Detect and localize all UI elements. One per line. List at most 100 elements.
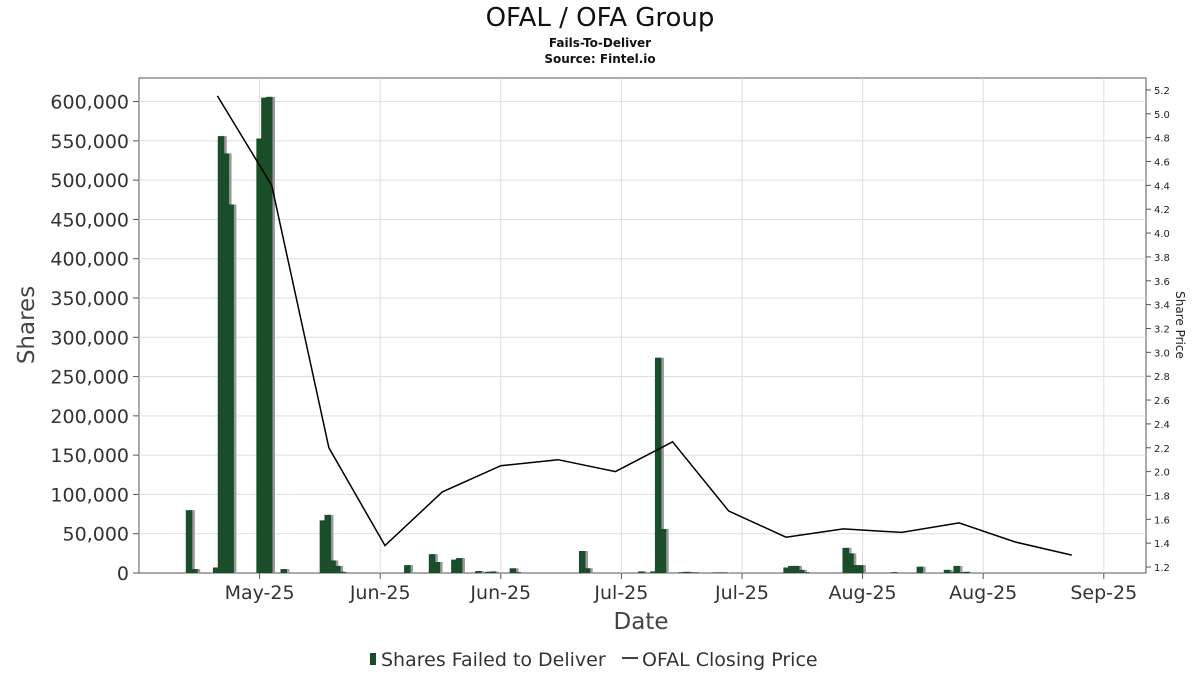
bar [484,571,492,573]
legend-line-label: OFAL Closing Price [642,649,818,671]
bar [788,565,795,573]
bar [433,562,441,573]
y-tick-label: 500,000 [50,170,129,192]
x-tick-label: Aug-25 [949,582,1017,604]
bar [217,136,225,573]
y2-tick-label: 1.2 [1154,563,1170,574]
y2-tick-label: 2.4 [1154,420,1170,431]
y-tick-label: 300,000 [50,327,129,349]
bar [578,551,586,573]
bar [856,565,864,573]
bar [261,97,268,574]
y-tick-label: 50,000 [63,524,129,546]
bar [222,153,230,573]
x-tick-label: Jul-25 [714,582,769,604]
bar [650,571,657,573]
chart-subtitle: Fails-To-Deliver [549,36,651,50]
bar [683,571,690,573]
bar [489,571,497,573]
y-tick-label: 100,000 [50,484,129,506]
y-tick-label: 400,000 [50,249,129,271]
y-tick-label: 550,000 [50,131,129,153]
y-tick-label: 150,000 [50,445,129,467]
bar [212,567,220,573]
bar [958,572,965,573]
x-tick-label: Jun-25 [349,582,411,604]
bar [678,572,685,573]
plot-area [138,77,1147,574]
y2-axis-ticks: 1.2 1.4 1.6 1.8 2.0 2.2 2.4 2.6 2.8 3.0 3.2 3.4 3.6 3… [1146,86,1170,574]
bar [509,568,517,573]
chart-title: OFAL / OFA Group [486,3,715,33]
bar [475,571,482,573]
y2-tick-label: 4.2 [1154,205,1170,216]
y-tick-label: 250,000 [50,367,129,389]
x-axis-ticks: May-25 Jun-25 Jun-25 Jul-25 Jul-25 Aug-25 Aug-… [225,573,1137,604]
x-tick-label: Aug-25 [829,582,897,604]
bar [842,547,849,573]
bar [455,558,463,573]
bar [265,96,273,573]
legend-bar-label: Shares Failed to Deliver [381,649,606,671]
bar [256,138,263,573]
y2-tick-label: 2.6 [1154,396,1170,407]
y2-tick-label: 3.0 [1154,348,1170,359]
bar [324,514,331,573]
bar [428,554,436,573]
legend-bar-swatch [370,653,376,665]
y-tick-label: 350,000 [50,288,129,310]
y2-tick-label: 3.4 [1154,301,1170,312]
y2-tick-label: 5.0 [1154,110,1170,121]
y-tick-label: 450,000 [50,209,129,231]
y2-tick-label: 4.8 [1154,134,1170,145]
y2-tick-label: 2.0 [1154,468,1170,479]
legend: Shares Failed to Deliver OFAL Closing Pr… [370,649,818,671]
x-tick-label: Sep-25 [1070,582,1137,604]
bar [338,571,346,573]
price-line [216,95,1072,556]
bar [721,572,728,573]
y2-tick-label: 4.4 [1154,181,1170,192]
bar [783,567,790,573]
bar [716,572,723,573]
bar [583,568,591,573]
y2-tick-label: 3.6 [1154,277,1170,288]
bar [797,569,805,573]
y2-tick-label: 1.4 [1154,539,1170,550]
y2-tick-label: 1.8 [1154,491,1170,502]
bars [185,96,973,574]
bar [404,565,411,573]
bar [711,572,719,573]
y2-tick-label: 2.8 [1154,372,1170,383]
x-axis-label: Date [614,609,669,635]
x-tick-label: Jul-25 [593,582,648,604]
x-tick-label: Jun-25 [469,582,531,604]
bar [688,572,695,573]
bar [514,572,521,573]
y-tick-label: 0 [117,563,129,585]
bar [280,569,287,573]
chart-source: Source: Fintel.io [544,52,655,66]
bar [185,510,193,573]
y2-tick-label: 4.6 [1154,157,1170,168]
bar [847,553,854,573]
bar [890,572,898,573]
bar [916,566,924,573]
bar [802,572,810,573]
bar [963,571,970,573]
bar [953,565,960,573]
price-line-layer [216,95,1072,556]
y-axis-label: Shares [14,286,40,364]
bar [638,571,645,573]
bar [654,357,662,573]
bar [334,565,341,573]
y2-tick-label: 2.2 [1154,444,1170,455]
y2-axis-label: Share Price [1173,291,1187,359]
y-tick-label: 600,000 [50,92,129,114]
bar [793,565,800,573]
bar [329,560,336,573]
y2-tick-label: 3.2 [1154,324,1170,335]
bar [319,520,327,573]
